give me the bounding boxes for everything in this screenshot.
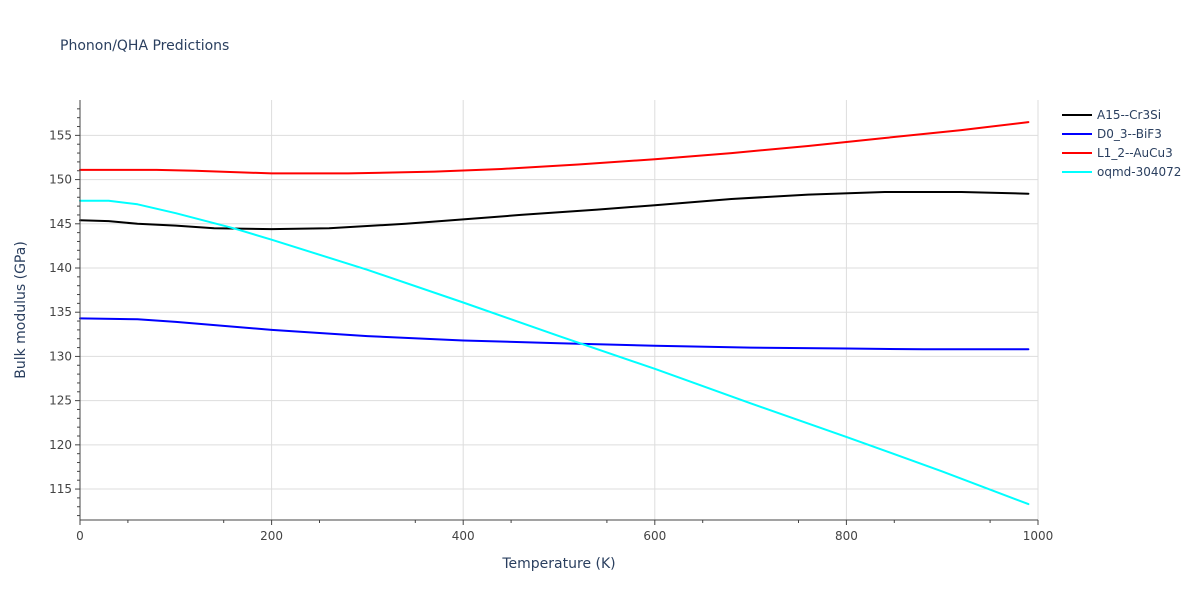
legend-item[interactable]: L1_2--AuCu3 — [1062, 146, 1173, 160]
legend-label: oqmd-304072 — [1097, 165, 1181, 179]
series-line[interactable] — [79, 121, 1030, 175]
chart-title: Phonon/QHA Predictions — [60, 38, 229, 54]
y-tick-label: 120 — [49, 438, 72, 452]
series-line[interactable] — [79, 199, 1030, 506]
x-tick-label: 0 — [76, 529, 84, 543]
y-tick-label: 150 — [49, 173, 72, 187]
y-ticks: 115 120 125 130 135 140 145 150 155 — [49, 128, 80, 496]
x-tick-label: 400 — [452, 529, 475, 543]
grid — [80, 100, 1039, 520]
legend-label: A15--Cr3Si — [1097, 108, 1161, 122]
series-layer — [79, 121, 1030, 506]
legend-item[interactable]: D0_3--BiF3 — [1062, 127, 1162, 141]
x-tick-label: 800 — [835, 529, 858, 543]
x-tick-label: 600 — [643, 529, 666, 543]
y-tick-label: 125 — [49, 394, 72, 408]
series-line[interactable] — [79, 317, 1030, 351]
legend-label: D0_3--BiF3 — [1097, 127, 1162, 141]
y-tick-label: 135 — [49, 305, 72, 319]
legend-label: L1_2--AuCu3 — [1097, 146, 1173, 160]
x-tick-label: 1000 — [1023, 529, 1054, 543]
y-tick-label: 140 — [49, 261, 72, 275]
y-axis-title: Bulk modulus (GPa) — [13, 241, 29, 379]
x-axis-title: Temperature (K) — [501, 556, 615, 572]
y-tick-label: 130 — [49, 349, 72, 363]
legend[interactable]: A15--Cr3Si D0_3--BiF3 L1_2--AuCu3 oqmd-3040… — [1062, 108, 1181, 179]
legend-item[interactable]: oqmd-304072 — [1062, 165, 1181, 179]
series-line[interactable] — [79, 191, 1030, 231]
y-tick-label: 145 — [49, 217, 72, 231]
x-ticks: 0 200 400 600 800 1000 — [76, 520, 1053, 543]
plot-background — [80, 100, 1038, 520]
y-tick-label: 155 — [49, 128, 72, 142]
legend-item[interactable]: A15--Cr3Si — [1062, 108, 1161, 122]
y-tick-label: 115 — [49, 482, 72, 496]
x-tick-label: 200 — [260, 529, 283, 543]
